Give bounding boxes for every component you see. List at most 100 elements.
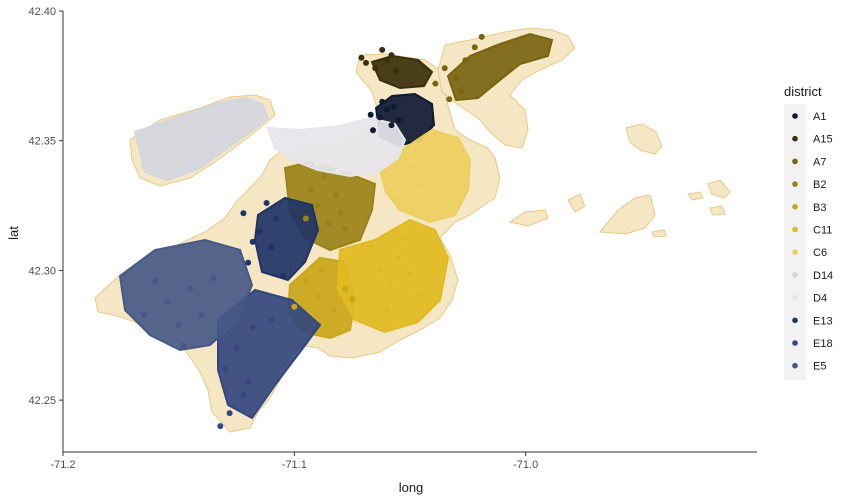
island-7 [709, 205, 726, 216]
legend-label-a7: A7 [813, 156, 826, 168]
legend-swatch-e5 [792, 362, 798, 369]
legend-title: district [784, 84, 822, 99]
data-point-d14 [175, 137, 182, 144]
data-point-d14 [164, 171, 171, 178]
legend: district A1 A15 A7 B2 B3 C11 C6 D14 D4 E13 E18 E5 [784, 84, 833, 380]
legend-swatch-a7 [792, 158, 798, 165]
data-point-a1 [370, 127, 376, 134]
legend-label-a15: A15 [813, 134, 833, 146]
data-point-a1 [390, 104, 397, 110]
data-point-e13 [272, 215, 279, 222]
data-point-d14 [157, 142, 164, 149]
district-region-a15 [370, 54, 434, 90]
y-ticks: 42.25 42.30 42.35 42.40 [28, 6, 63, 407]
data-point-a1 [395, 117, 402, 123]
island-1 [625, 123, 663, 155]
x-ticks: -71.2 -71.1 -71.0 [50, 452, 538, 471]
data-point-a7 [453, 75, 460, 82]
data-point-d4 [342, 142, 349, 149]
data-point-d14 [233, 124, 240, 131]
data-point-a15 [383, 57, 390, 64]
data-point-e13 [268, 244, 275, 251]
data-point-e18 [240, 391, 247, 398]
data-point-a1 [367, 111, 374, 118]
x-tick-label: -71.1 [282, 459, 307, 471]
data-point-b3 [342, 285, 349, 292]
data-point-e18 [217, 423, 224, 430]
data-point-d4 [326, 150, 332, 157]
island-4 [567, 193, 586, 213]
data-point-c6 [430, 174, 437, 180]
district-points-layer [141, 33, 485, 430]
data-point-c11 [367, 244, 374, 251]
legend-swatch-c6 [792, 249, 798, 255]
district-density-layer [118, 32, 554, 420]
data-point-b2 [314, 202, 321, 209]
data-point-d14 [215, 140, 221, 147]
data-point-a7 [471, 44, 478, 51]
data-point-c6 [388, 174, 395, 180]
data-point-a7 [441, 65, 448, 72]
data-point-c11 [383, 306, 390, 313]
y-tick-label: 42.25 [28, 395, 56, 407]
x-tick-label: -71.0 [513, 459, 538, 471]
island-2 [599, 194, 656, 235]
data-point-a7 [457, 88, 464, 95]
data-point-e13 [245, 259, 252, 266]
data-point-e13 [249, 238, 256, 245]
legend-label-e5: E5 [813, 361, 826, 373]
district-region-e18 [217, 288, 322, 420]
legend-swatch-d4 [792, 294, 798, 301]
legend-swatch-e13 [792, 317, 798, 324]
data-point-a15 [388, 52, 395, 59]
data-point-e5 [164, 298, 171, 305]
district-region-e13 [253, 196, 320, 282]
data-point-d4 [365, 148, 372, 155]
legend-label-b3: B3 [813, 202, 826, 214]
legend-swatch-e18 [792, 340, 798, 346]
data-point-e13 [279, 272, 286, 279]
x-axis-title: long [399, 480, 424, 495]
legend-label-d14: D14 [813, 270, 833, 282]
legend-swatch-b2 [792, 181, 798, 187]
data-point-e5 [187, 285, 194, 292]
island-8 [651, 229, 667, 238]
data-point-b3 [302, 277, 309, 284]
data-point-e13 [240, 210, 247, 217]
district-region-a7 [446, 32, 554, 102]
data-point-b2 [307, 187, 314, 193]
data-point-d4 [314, 161, 321, 168]
legend-label-c6: C6 [813, 247, 827, 259]
data-point-d4 [302, 145, 309, 152]
data-point-c11 [407, 270, 413, 276]
data-point-e5 [152, 277, 159, 284]
district-region-d14 [133, 96, 270, 182]
data-point-a15 [358, 54, 365, 61]
data-point-a1 [383, 106, 390, 113]
data-point-c11 [413, 290, 420, 297]
data-point-b3 [349, 295, 356, 302]
data-point-e13 [256, 228, 263, 235]
data-point-c6 [411, 150, 418, 157]
data-point-e13 [263, 200, 270, 206]
data-point-a7 [432, 80, 439, 87]
legend-label-e18: E18 [813, 338, 833, 350]
legend-swatch-a1 [792, 113, 798, 119]
data-point-e18 [249, 324, 256, 331]
data-point-e5 [198, 311, 205, 318]
data-point-a1 [376, 114, 383, 121]
legend-key-background [784, 104, 806, 380]
legend-items: A1 A15 A7 B2 B3 C11 C6 D14 D4 E13 E18 E5 [792, 111, 833, 373]
legend-swatch-b3 [792, 204, 798, 210]
legend-swatch-d14 [792, 272, 798, 278]
data-point-b3 [314, 293, 321, 300]
data-point-e5 [141, 311, 147, 318]
data-point-d4 [356, 155, 363, 162]
island-6 [707, 179, 731, 199]
data-point-e18 [226, 410, 233, 417]
y-tick-label: 42.30 [28, 265, 56, 277]
island-5 [687, 191, 704, 201]
data-point-b2 [326, 220, 332, 227]
data-point-b3 [291, 303, 298, 310]
data-point-c11 [395, 254, 402, 261]
